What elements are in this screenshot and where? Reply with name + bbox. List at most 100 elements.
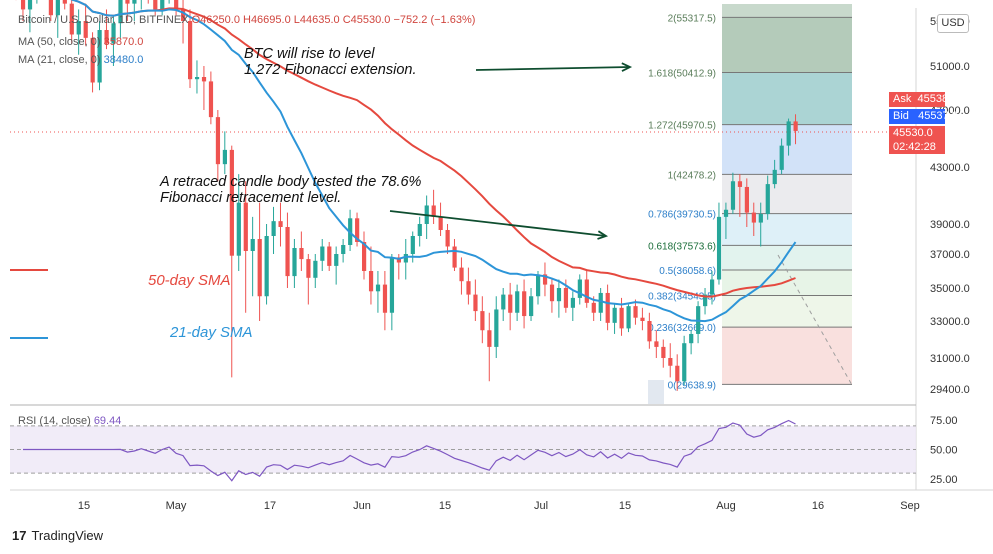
fib-level-label: 0.5(36058.6)	[659, 266, 716, 277]
candle-body	[306, 259, 311, 278]
fib-level-label: 1(42478.2)	[668, 170, 716, 181]
candle-body	[257, 239, 262, 297]
candle-body	[132, 0, 137, 4]
candle-body	[619, 307, 624, 329]
tradingview-logo[interactable]: 17 TradingView	[12, 528, 104, 543]
candle-body	[55, 0, 60, 16]
price-tick-label: 43000.0	[930, 162, 970, 174]
bid-price-tag: Bid 45537.0	[889, 109, 958, 124]
candle-body	[647, 321, 652, 342]
fib-zone	[722, 213, 852, 246]
retracement-arrow	[389, 210, 607, 237]
candle-body	[208, 81, 214, 118]
candle-body	[549, 284, 555, 302]
candle-body	[292, 248, 297, 277]
candle-body	[382, 284, 388, 313]
ma50-legend[interactable]: MA (50, close, 0) 35870.0	[18, 36, 144, 48]
time-tick-label: 16	[812, 500, 824, 512]
fib-zone	[722, 174, 852, 214]
candle-body	[327, 246, 332, 266]
candle-body	[368, 271, 374, 292]
price-tick-label: 29400.0	[930, 384, 970, 396]
fib-zone-top	[722, 4, 852, 18]
candle-body	[69, 3, 74, 35]
candle-body	[515, 291, 520, 313]
candle-body	[355, 218, 360, 242]
candle-body	[772, 169, 777, 185]
candle-body	[556, 288, 562, 302]
fib-zone	[722, 245, 852, 271]
candle-body	[27, 0, 33, 10]
fib-zone	[722, 295, 852, 328]
candle-body	[83, 21, 88, 38]
candle-body	[48, 0, 53, 16]
candle-body	[417, 224, 422, 236]
candle-body	[188, 21, 193, 80]
fib-level-label: 1.272(45970.5)	[648, 121, 716, 132]
candle-body	[160, 0, 165, 10]
candle-body	[375, 284, 381, 292]
fib-extension-arrow	[475, 66, 631, 71]
candle-body	[563, 288, 569, 308]
fib-level-label: 0(29638.9)	[668, 380, 716, 391]
candle-body	[654, 341, 659, 347]
candle-body	[751, 212, 756, 223]
fib-extension-note-line1: BTC will rise to level	[244, 46, 375, 62]
price-tick-label: 51000.0	[930, 61, 970, 73]
low-highlight	[648, 380, 664, 404]
fib-extension-note-line2: 1.272 Fibonacci extension.	[244, 62, 417, 78]
candle-body	[431, 205, 436, 217]
candle-body	[522, 291, 527, 317]
candle-body	[675, 365, 680, 382]
fib-level-label: 2(55317.5)	[668, 13, 716, 24]
candle-body	[396, 257, 401, 263]
candle-body	[473, 294, 478, 312]
candle-body	[181, 9, 186, 21]
projection-line	[777, 254, 853, 386]
candle-body	[529, 296, 534, 317]
time-tick-label: Sep	[900, 500, 920, 512]
fib-level-label: 0.618(37573.6)	[648, 241, 716, 252]
currency-button[interactable]: USD	[937, 14, 969, 33]
candle-body	[104, 30, 109, 44]
candle-body	[299, 248, 304, 260]
time-tick-label: 15	[78, 500, 90, 512]
retracement-note-line1: A retraced candle body tested the 78.6%	[160, 174, 422, 190]
candle-body	[480, 311, 485, 331]
sma21-line	[70, 0, 797, 323]
candle-body	[577, 279, 582, 298]
candle-body	[633, 306, 638, 318]
time-tick-label: 15	[619, 500, 631, 512]
price-tick-label: 31000.0	[930, 353, 970, 365]
candle-body	[389, 257, 395, 313]
candle-body	[222, 149, 227, 165]
candle-body	[452, 246, 457, 268]
candle-body	[466, 281, 471, 295]
fib-extension-note: BTC will rise to level 1.272 Fibonacci e…	[244, 46, 417, 78]
candle-body	[174, 0, 179, 10]
candle-body	[271, 221, 276, 236]
time-tick-label: Jul	[534, 500, 548, 512]
sma21-label: 21-day SMA	[170, 324, 253, 341]
candle-body	[598, 292, 603, 313]
candle-body	[118, 0, 123, 24]
candle-body	[278, 221, 283, 227]
tradingview-icon: 17	[12, 528, 27, 543]
candle-body	[737, 181, 743, 187]
rsi-line	[23, 419, 796, 482]
candle-body	[779, 145, 784, 170]
candle-body	[445, 230, 450, 247]
candle-body	[334, 254, 339, 266]
price-tick-label: 37000.0	[930, 249, 970, 261]
candle-body	[605, 292, 610, 323]
time-tick-label: Jun	[353, 500, 371, 512]
fib-level-label: 0.382(34543.5)	[648, 292, 716, 303]
candle-body	[689, 333, 694, 344]
candle-body	[501, 294, 506, 310]
candle-body	[710, 279, 715, 295]
candle-body	[786, 121, 791, 146]
candle-body	[111, 23, 116, 44]
ma21-legend[interactable]: MA (21, close, 0) 38480.0	[18, 54, 144, 66]
rsi-tick-label: 25.00	[930, 474, 958, 486]
